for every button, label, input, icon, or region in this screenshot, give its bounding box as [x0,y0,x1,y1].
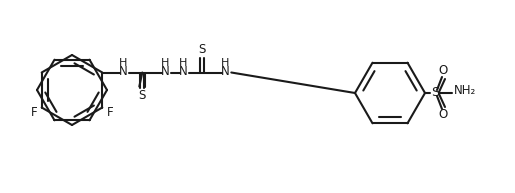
Text: H: H [221,58,230,69]
Text: S: S [199,43,206,56]
Text: H: H [161,58,169,69]
Text: F: F [30,106,37,119]
Text: N: N [119,65,128,78]
Text: N: N [161,65,169,78]
Text: S: S [139,89,146,102]
Text: N: N [179,65,187,78]
Text: N: N [221,65,230,78]
Text: S: S [431,86,439,100]
Text: F: F [107,106,114,119]
Text: H: H [179,58,187,69]
Text: O: O [438,108,448,122]
Text: NH₂: NH₂ [454,85,476,97]
Text: O: O [438,64,448,78]
Text: H: H [119,58,128,69]
